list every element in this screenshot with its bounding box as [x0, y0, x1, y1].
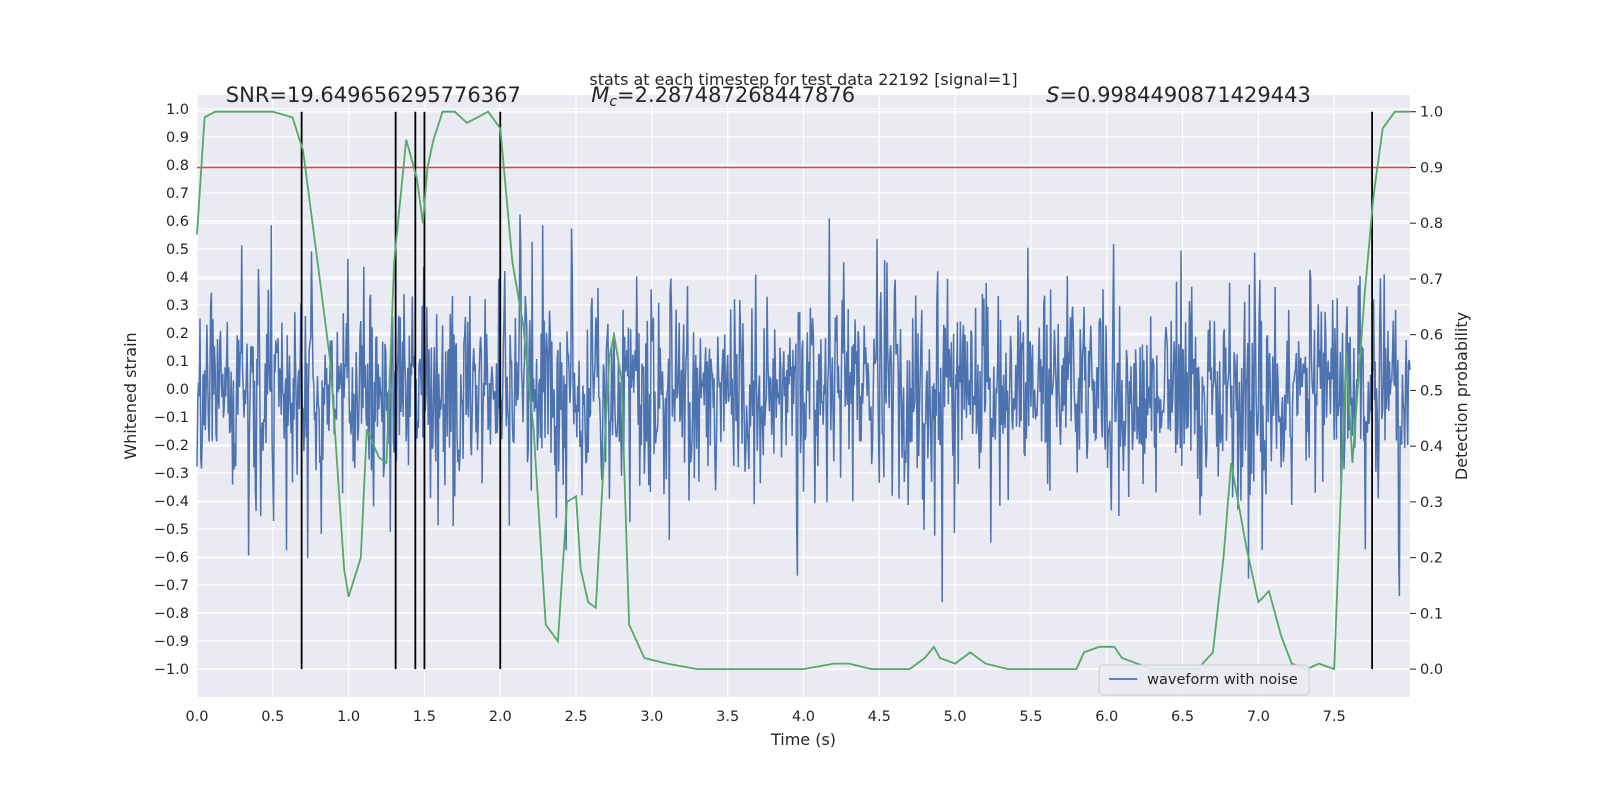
y-tick-label: 0.9 — [166, 130, 189, 146]
y-axis-ticks: 1.0 0.9 0.8 0.7 0.6 0.5 0.4 0.3 0.2 0.1 0.0 −0.1 −0.… — [154, 102, 189, 678]
y-tick-label: 0.8 — [166, 158, 189, 174]
score-annotation: S=0.9984490871429443 — [1046, 83, 1311, 107]
x-tick-label: 4.5 — [868, 709, 891, 725]
probability-line — [196, 110, 1410, 671]
y-tick-label: 0.6 — [166, 214, 189, 230]
y-tick-label: −0.1 — [154, 410, 189, 426]
y-tick-label: 0.2 — [166, 326, 189, 342]
y-tick-label: −0.7 — [154, 578, 189, 594]
x-tick-label: 6.5 — [1171, 709, 1194, 725]
chirp-mass-symbol: M — [591, 83, 609, 107]
y-tick-label: 1.0 — [166, 102, 189, 118]
y-axis-label: Whitened strain — [121, 332, 140, 459]
y-tick-label: −0.6 — [154, 550, 189, 566]
y-tick-label: −0.4 — [154, 494, 189, 510]
y-right-tick-label: 0.3 — [1420, 495, 1443, 511]
x-tick-label: 0.0 — [185, 709, 208, 725]
chirp-mass-subscript: c — [609, 94, 617, 110]
x-tick-label: 3.5 — [716, 709, 739, 725]
noise-line — [196, 214, 1411, 603]
y-right-tick-label: 0.9 — [1420, 160, 1443, 176]
y-right-tick-label: 0.7 — [1420, 272, 1443, 288]
y-right-tick-label: 0.8 — [1420, 216, 1443, 232]
x-tick-label: 1.0 — [337, 709, 360, 725]
x-tick-label: 4.0 — [792, 709, 815, 725]
y-right-axis-label: Detection probability — [1452, 312, 1471, 480]
y-right-tick-label: 0.1 — [1420, 606, 1443, 622]
y-tick-label: 0.5 — [166, 242, 189, 258]
y-tick-label: −0.2 — [154, 438, 189, 454]
x-tick-label: 3.0 — [640, 709, 663, 725]
score-symbol: S — [1046, 83, 1059, 107]
y-right-tick-label: 0.5 — [1420, 383, 1443, 399]
x-tick-label: 6.0 — [1095, 709, 1118, 725]
probability-series — [196, 110, 1410, 671]
chirp-mass-value: =2.287487268447876 — [617, 83, 855, 107]
x-tick-label: 2.5 — [565, 709, 588, 725]
y-right-tick-label: 1.0 — [1420, 105, 1443, 121]
y-tick-label: −0.8 — [154, 606, 189, 622]
snr-annotation: SNR=19.649656295776367 — [226, 83, 521, 107]
y-tick-label: −1.0 — [154, 662, 189, 678]
x-tick-label: 5.0 — [944, 709, 967, 725]
x-axis-label: Time (s) — [770, 730, 836, 749]
y-right-axis-ticks: 1.0 0.9 0.8 0.7 0.6 0.5 0.4 0.3 0.2 0.1 0.0 — [1410, 105, 1443, 678]
noise-series — [196, 214, 1411, 603]
y-tick-label: 0.3 — [166, 298, 189, 314]
x-tick-label: 2.0 — [489, 709, 512, 725]
x-tick-label: 5.5 — [1019, 709, 1042, 725]
legend-label: waveform with noise — [1147, 672, 1298, 688]
x-tick-label: 0.5 — [261, 709, 284, 725]
y-right-tick-label: 0.4 — [1420, 439, 1443, 455]
legend: waveform with noise — [1098, 664, 1310, 696]
y-tick-label: 0.0 — [166, 382, 189, 398]
y-right-tick-label: 0.6 — [1420, 328, 1443, 344]
x-tick-label: 7.5 — [1323, 709, 1346, 725]
x-tick-label: 1.5 — [413, 709, 436, 725]
chart-title: stats at each timestep for test data 221… — [589, 70, 1017, 89]
y-tick-label: −0.9 — [154, 634, 189, 650]
y-tick-label: 0.1 — [166, 354, 189, 370]
score-value: =0.9984490871429443 — [1059, 83, 1310, 107]
chirp-mass-annotation: Mc=2.287487268447876 — [591, 83, 855, 110]
y-right-tick-label: 0.0 — [1420, 662, 1443, 678]
y-right-tick-label: 0.2 — [1420, 551, 1443, 567]
x-axis-ticks: 0.0 0.5 1.0 1.5 2.0 2.5 3.0 3.5 4.0 4.5 5.0 5.5 6.0 6… — [185, 709, 1345, 725]
legend-box — [1098, 664, 1310, 696]
y-tick-label: 0.7 — [166, 186, 189, 202]
x-tick-label: 7.0 — [1247, 709, 1270, 725]
y-tick-label: 0.4 — [166, 270, 189, 286]
y-tick-label: −0.3 — [154, 466, 189, 482]
y-tick-label: −0.5 — [154, 522, 189, 538]
